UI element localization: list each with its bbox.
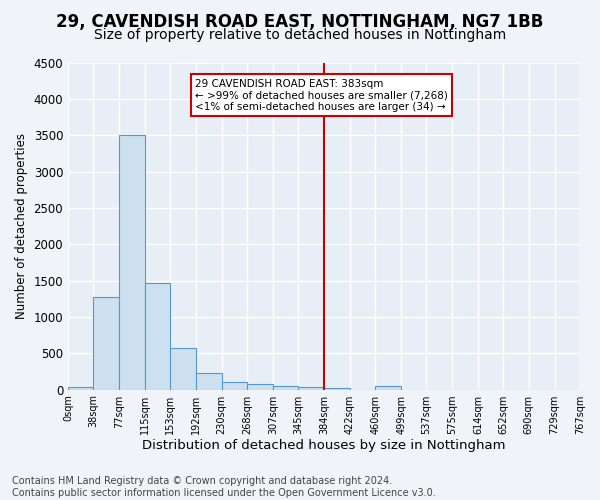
X-axis label: Distribution of detached houses by size in Nottingham: Distribution of detached houses by size … xyxy=(142,440,506,452)
Text: Size of property relative to detached houses in Nottingham: Size of property relative to detached ho… xyxy=(94,28,506,42)
Bar xyxy=(298,388,325,390)
Text: Contains HM Land Registry data © Crown copyright and database right 2024.
Contai: Contains HM Land Registry data © Crown c… xyxy=(12,476,436,498)
Text: 29 CAVENDISH ROAD EAST: 383sqm
← >99% of detached houses are smaller (7,268)
<1%: 29 CAVENDISH ROAD EAST: 383sqm ← >99% of… xyxy=(195,78,448,112)
Bar xyxy=(375,386,401,390)
Bar xyxy=(221,382,247,390)
Bar xyxy=(119,135,145,390)
Bar xyxy=(145,282,170,390)
Bar xyxy=(170,348,196,390)
Bar xyxy=(68,388,94,390)
Bar xyxy=(325,388,350,390)
Bar xyxy=(247,384,273,390)
Bar xyxy=(273,386,298,390)
Y-axis label: Number of detached properties: Number of detached properties xyxy=(15,133,28,319)
Bar xyxy=(196,373,221,390)
Bar xyxy=(94,298,119,390)
Text: 29, CAVENDISH ROAD EAST, NOTTINGHAM, NG7 1BB: 29, CAVENDISH ROAD EAST, NOTTINGHAM, NG7… xyxy=(56,12,544,30)
